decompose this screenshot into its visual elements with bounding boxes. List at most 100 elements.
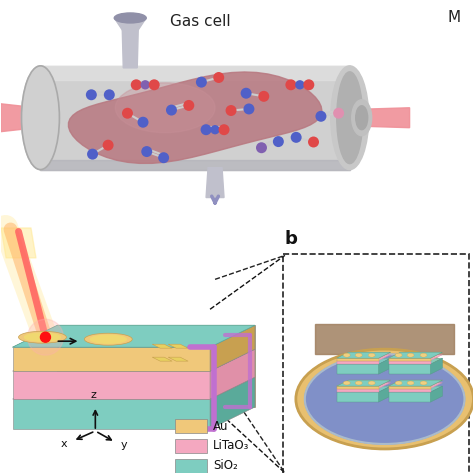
Polygon shape (68, 72, 322, 164)
Ellipse shape (407, 381, 414, 385)
Polygon shape (389, 355, 443, 361)
Polygon shape (337, 355, 391, 361)
Circle shape (27, 319, 64, 355)
Polygon shape (337, 361, 379, 364)
Circle shape (141, 146, 152, 157)
Polygon shape (114, 18, 146, 30)
Circle shape (102, 140, 114, 151)
Polygon shape (389, 380, 443, 386)
Ellipse shape (395, 381, 402, 385)
Polygon shape (210, 325, 255, 371)
Circle shape (295, 80, 304, 90)
Circle shape (158, 152, 169, 163)
Circle shape (333, 108, 344, 118)
Polygon shape (168, 344, 188, 348)
Circle shape (149, 79, 160, 90)
Polygon shape (12, 325, 255, 347)
Circle shape (244, 103, 255, 114)
Text: b: b (285, 230, 298, 248)
Circle shape (131, 79, 142, 90)
Ellipse shape (115, 83, 215, 133)
Ellipse shape (355, 353, 362, 357)
Circle shape (40, 332, 50, 342)
Ellipse shape (343, 353, 350, 357)
Polygon shape (210, 349, 255, 399)
Polygon shape (337, 364, 379, 374)
Ellipse shape (420, 353, 427, 357)
Polygon shape (152, 357, 172, 361)
Polygon shape (389, 392, 430, 402)
Circle shape (316, 111, 327, 122)
Polygon shape (389, 358, 443, 364)
Polygon shape (337, 352, 391, 358)
Polygon shape (337, 358, 391, 364)
Polygon shape (337, 380, 391, 386)
Ellipse shape (18, 331, 66, 343)
Polygon shape (389, 386, 430, 389)
Ellipse shape (91, 335, 126, 343)
Ellipse shape (305, 354, 465, 444)
Polygon shape (389, 361, 430, 364)
Ellipse shape (368, 381, 375, 385)
Circle shape (141, 80, 150, 90)
Polygon shape (122, 30, 138, 68)
Text: x: x (60, 439, 67, 449)
Polygon shape (389, 352, 443, 358)
Polygon shape (389, 364, 430, 374)
Polygon shape (389, 383, 443, 389)
Circle shape (308, 137, 319, 147)
Text: Au: Au (213, 419, 228, 432)
Ellipse shape (420, 381, 427, 385)
Ellipse shape (355, 381, 362, 385)
Circle shape (104, 89, 115, 100)
Polygon shape (175, 459, 207, 473)
Ellipse shape (356, 106, 368, 130)
Polygon shape (40, 66, 350, 170)
Ellipse shape (368, 353, 375, 357)
Text: M: M (448, 10, 461, 26)
Ellipse shape (114, 13, 146, 23)
Ellipse shape (296, 349, 474, 449)
Polygon shape (12, 399, 210, 429)
Circle shape (219, 124, 229, 135)
Polygon shape (168, 357, 188, 361)
Text: SiO₂: SiO₂ (213, 459, 238, 473)
Polygon shape (0, 104, 46, 132)
Circle shape (86, 89, 97, 100)
Circle shape (256, 142, 267, 153)
Polygon shape (389, 386, 443, 392)
Polygon shape (12, 325, 255, 347)
Polygon shape (210, 377, 255, 429)
Circle shape (196, 77, 207, 88)
Polygon shape (379, 386, 391, 402)
Circle shape (226, 105, 237, 116)
Polygon shape (337, 383, 391, 389)
Circle shape (87, 149, 98, 160)
Ellipse shape (407, 353, 414, 357)
Circle shape (258, 91, 269, 102)
Ellipse shape (21, 66, 59, 170)
Text: y: y (120, 440, 127, 450)
Polygon shape (175, 439, 207, 453)
Polygon shape (337, 380, 391, 386)
Polygon shape (152, 344, 172, 348)
Circle shape (137, 117, 148, 128)
Text: z: z (91, 390, 96, 400)
Text: Gas cell: Gas cell (170, 14, 230, 29)
Polygon shape (337, 386, 391, 392)
Polygon shape (315, 324, 455, 354)
Ellipse shape (25, 333, 60, 341)
Polygon shape (389, 352, 443, 358)
Ellipse shape (337, 72, 363, 164)
Polygon shape (12, 349, 255, 371)
Ellipse shape (331, 66, 369, 170)
Circle shape (213, 72, 224, 83)
Polygon shape (337, 386, 379, 389)
Text: LiTaO₃: LiTaO₃ (213, 439, 249, 453)
Circle shape (166, 105, 177, 116)
Ellipse shape (343, 381, 350, 385)
Polygon shape (206, 168, 224, 198)
Circle shape (210, 125, 220, 134)
Polygon shape (337, 392, 379, 402)
Polygon shape (389, 380, 443, 386)
